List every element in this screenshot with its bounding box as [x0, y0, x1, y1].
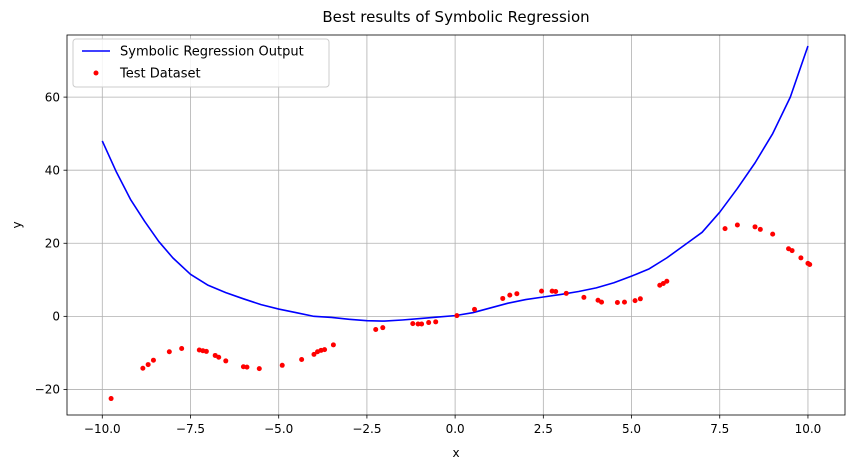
test-data-point — [614, 299, 620, 305]
test-data-point — [454, 313, 460, 319]
test-data-point — [433, 319, 439, 325]
test-data-point — [637, 296, 643, 302]
y-tick-label: 40 — [45, 163, 60, 177]
test-data-point — [108, 396, 114, 402]
y-tick-label: 20 — [45, 236, 60, 250]
test-data-point — [632, 298, 638, 304]
test-data-point — [789, 248, 795, 254]
test-data-point — [216, 354, 222, 360]
y-tick-label: 60 — [45, 90, 60, 104]
test-data-point — [150, 357, 156, 363]
y-tick-label: 0 — [52, 310, 60, 324]
y-tick-label: −20 — [35, 383, 60, 397]
y-axis-title: y — [10, 221, 24, 228]
data-layer — [101, 45, 813, 402]
test-data-point — [330, 342, 336, 348]
x-tick-label: −10.0 — [84, 422, 121, 436]
test-data-point — [514, 291, 520, 297]
test-data-point — [472, 306, 478, 312]
test-data-point — [807, 261, 813, 267]
test-data-point — [722, 226, 728, 232]
test-data-point — [279, 362, 285, 368]
test-data-point — [179, 346, 185, 351]
legend: Symbolic Regression Output Test Dataset — [72, 38, 330, 88]
x-tick-label: 7.5 — [710, 422, 729, 436]
regression-line — [101, 45, 809, 322]
test-data-point — [798, 255, 804, 261]
test-data-point — [599, 299, 605, 305]
x-axis-title: x — [452, 446, 459, 460]
legend-frame — [72, 38, 330, 88]
test-data-point — [507, 292, 513, 298]
chart-title: Best results of Symbolic Regression — [322, 8, 589, 26]
legend-dot-swatch — [93, 70, 99, 76]
test-data-point — [553, 289, 559, 294]
test-data-point — [539, 288, 545, 294]
x-tick-label: 10.0 — [795, 422, 822, 436]
test-data-point — [145, 362, 151, 368]
test-data-point — [419, 321, 425, 327]
test-data-point — [256, 366, 262, 372]
x-tick-label: −2.5 — [352, 422, 381, 436]
x-tick-label: −5.0 — [264, 422, 293, 436]
test-data-point — [244, 364, 250, 370]
test-data-point — [500, 295, 506, 301]
x-tick-label: 2.5 — [534, 422, 553, 436]
legend-label-line: Symbolic Regression Output — [120, 45, 304, 60]
x-tick-label: 0.0 — [446, 422, 465, 436]
test-data-point — [426, 320, 432, 326]
x-tick-label: 5.0 — [622, 422, 641, 436]
test-data-point — [203, 348, 209, 354]
test-data-point — [299, 356, 305, 362]
test-data-point — [373, 327, 379, 332]
grid-layer — [67, 35, 845, 415]
x-tick-label: −7.5 — [176, 422, 205, 436]
test-data-point — [410, 321, 416, 327]
test-data-point — [563, 290, 569, 296]
test-data-point — [140, 365, 146, 371]
test-data-point — [757, 226, 763, 232]
test-data-point — [311, 351, 317, 357]
legend-label-scatter: Test Dataset — [119, 67, 201, 82]
tick-layer: −10.0 −7.5 −5.0 −2.5 0.0 2.5 5.0 7.5 10.0 −20 0 20 4… — [35, 90, 822, 436]
test-data-point — [752, 224, 758, 230]
test-data-point — [223, 358, 229, 364]
test-data-point — [322, 347, 328, 353]
test-data-point — [581, 294, 587, 300]
test-data-point — [415, 321, 421, 327]
test-data-point — [770, 231, 776, 237]
test-data-point — [621, 299, 627, 305]
test-data-point — [166, 349, 172, 355]
test-data-point — [664, 278, 670, 284]
test-data-point — [734, 222, 740, 228]
test-data-point — [380, 325, 386, 331]
plot-frame — [66, 34, 846, 416]
